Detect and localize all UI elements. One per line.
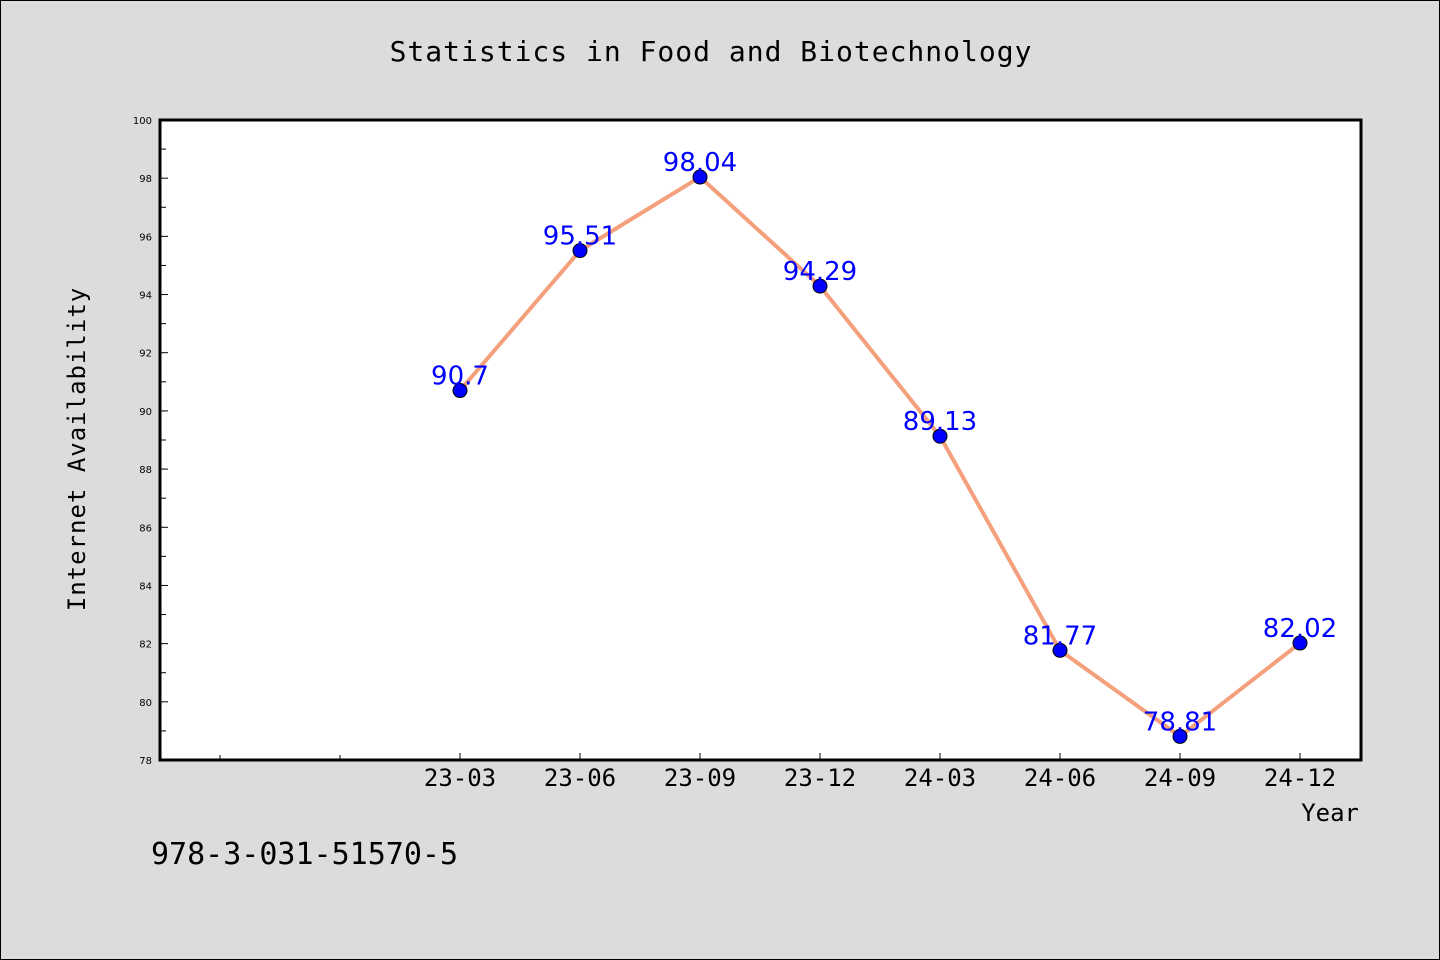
- data-point: [452, 383, 468, 399]
- y-tick-label: 90: [139, 407, 152, 418]
- y-tick-label: 80: [139, 698, 152, 709]
- data-label: 81.77: [1023, 621, 1097, 651]
- y-tick-label: 94: [139, 291, 152, 302]
- data-label: 94.29: [783, 257, 857, 287]
- data-point: [812, 278, 828, 294]
- x-tick-label: 24-03: [904, 764, 976, 792]
- data-point: [1052, 642, 1068, 658]
- y-tick-label: 88: [139, 465, 152, 476]
- data-point: [692, 169, 708, 185]
- x-tick-label: 23-09: [664, 764, 736, 792]
- y-tick-label: 100: [133, 116, 152, 127]
- x-tick-label: 23-03: [424, 764, 496, 792]
- plot-area: [158, 118, 1363, 762]
- data-label: 95.51: [543, 222, 617, 252]
- x-tick-label: 23-12: [784, 764, 856, 792]
- data-label: 98.04: [663, 148, 737, 178]
- isbn-text: 978-3-031-51570-5: [151, 837, 459, 872]
- x-tick-label: 24-12: [1264, 764, 1336, 792]
- y-tick-label: 84: [139, 581, 152, 592]
- y-tick-label: 92: [139, 349, 152, 360]
- y-tick-label: 82: [139, 640, 152, 651]
- data-label: 90.7: [431, 362, 489, 392]
- data-point: [572, 243, 588, 259]
- y-tick-label: 96: [139, 232, 152, 243]
- y-tick-label: 98: [139, 174, 152, 185]
- y-tick-label: 86: [139, 523, 152, 534]
- y-tick-label: 78: [139, 756, 152, 767]
- data-label: 82.02: [1263, 614, 1337, 644]
- data-point: [932, 428, 948, 444]
- x-tick-label: 23-06: [544, 764, 616, 792]
- series-line: [458, 175, 1302, 739]
- data-label: 89.13: [903, 407, 977, 437]
- data-point: [1292, 635, 1308, 651]
- x-axis-label: Year: [1301, 799, 1359, 827]
- data-point: [1172, 728, 1188, 744]
- data-label: 78.81: [1143, 707, 1217, 737]
- x-tick-label: 24-09: [1144, 764, 1216, 792]
- chart-title: Statistics in Food and Biotechnology: [389, 35, 1033, 68]
- x-tick-label: 24-06: [1024, 764, 1096, 792]
